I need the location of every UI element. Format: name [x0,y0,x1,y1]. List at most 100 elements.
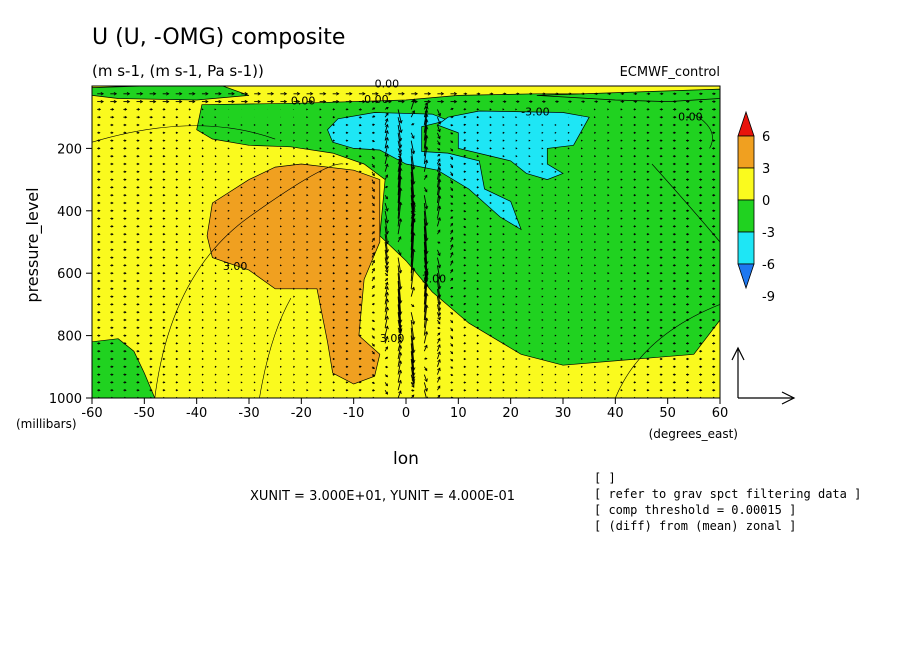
wind-vector-head [266,350,269,353]
wind-vector-head [424,292,429,297]
wind-vector-head [437,264,442,269]
wind-vector-head [699,256,703,259]
colorbar-label: 0 [762,194,770,209]
wind-vector-head [98,178,101,181]
wind-vector-head [214,233,217,236]
wind-vector-head [137,162,140,166]
wind-vector-head [528,163,531,165]
wind-vector-head [594,162,597,166]
wind-vector-head [541,178,544,181]
wind-vector-head [240,373,243,376]
wind-vector-head [124,209,127,213]
wind-vector-head [163,373,166,376]
wind-vector-head [372,148,375,151]
wind-vector-head [686,357,690,361]
wind-vector-head [567,311,570,314]
wind-vector-head [673,108,677,111]
wind-vector-head [476,201,480,205]
wind-vector-head [372,203,375,207]
wind-vector-head [398,379,402,384]
wind-vector-head [266,225,269,228]
wind-vector-head [163,155,166,158]
wind-vector-head [556,92,559,96]
wind-vector [384,145,388,157]
wind-vector-head [279,303,282,306]
wind-vector-head [188,350,192,353]
wind-vector-head [686,373,690,376]
wind-vector-head [528,147,531,150]
wind-vector-head [150,342,153,345]
wind-vector-head [567,342,570,345]
wind-vector-head [240,139,243,142]
wind-vector-head [124,349,127,353]
colorbar-swatch [737,167,755,201]
wind-vector-head [712,256,716,259]
wind-vector-head [554,217,557,220]
wind-vector-head [319,217,322,220]
wind-vector-head [385,163,389,168]
wind-vector-head [489,389,492,392]
wind-vector [397,327,402,334]
wind-vector-head [372,276,375,280]
wind-vector-head [620,264,623,267]
wind-vector-head [372,294,375,297]
wind-vector-head [332,131,336,134]
wind-vector-head [279,373,282,376]
wind-vector-head [188,357,192,361]
wind-vector-head [244,99,248,104]
wind-vector-head [137,381,140,384]
wind-vector-head [227,147,230,150]
wind-vector-head [201,201,204,205]
wind-vector-head [686,225,690,228]
wind-vector-head [214,248,217,251]
wind-vector-head [489,381,492,384]
wind-vector-head [279,287,282,290]
wind-vector-head [607,326,610,329]
wind-vector-head [607,350,610,353]
wind-vector-head [372,181,375,185]
wind-vector-head [451,388,454,392]
wind-vector-head [214,365,217,368]
wind-vector-head [502,295,505,298]
wind-vector-head [580,365,583,368]
wind-vector-head [266,264,269,267]
wind-vector-head [647,139,650,142]
wind-vector-head [163,287,166,290]
wind-vector [410,382,415,388]
wind-vector-head [463,264,467,267]
wind-vector-head [515,272,518,275]
wind-vector-head [175,139,179,142]
wind-vector-head [541,334,544,337]
wind-vector-head [293,225,296,228]
wind-vector-head [111,373,114,376]
wind-vector-head [476,116,480,119]
wind-vector-head [528,280,531,282]
x-tick-label: 40 [607,406,624,421]
wind-vector-head [293,131,296,134]
wind-vector-head [554,365,557,368]
wind-vector-head [528,295,531,298]
wind-vector-head [594,287,597,290]
wind-vector-head [489,108,492,111]
wind-vector-head [163,139,166,142]
chart-title: U (U, -OMG) composite [92,25,345,50]
wind-vector-head [346,365,349,368]
wind-vector-head [647,201,650,205]
wind-vector-head [608,92,612,96]
wind-vector-head [580,280,583,282]
wind-vector-head [567,217,570,220]
wind-vector-head [214,162,217,166]
wind-vector-head [620,131,623,134]
wind-vector-head [515,116,518,119]
wind-vector-head [126,99,131,104]
wind-vector-head [673,388,677,392]
wind-vector-head [660,326,663,330]
wind-vector-head [633,295,637,298]
wind-vector-head [240,209,243,212]
contour-label: 0.00 [678,110,703,123]
wind-vector [423,382,428,392]
wind-vector-head [111,334,114,337]
wind-vector-head [150,193,153,197]
wind-vector-head [266,155,269,158]
wind-vector-head [673,295,677,298]
